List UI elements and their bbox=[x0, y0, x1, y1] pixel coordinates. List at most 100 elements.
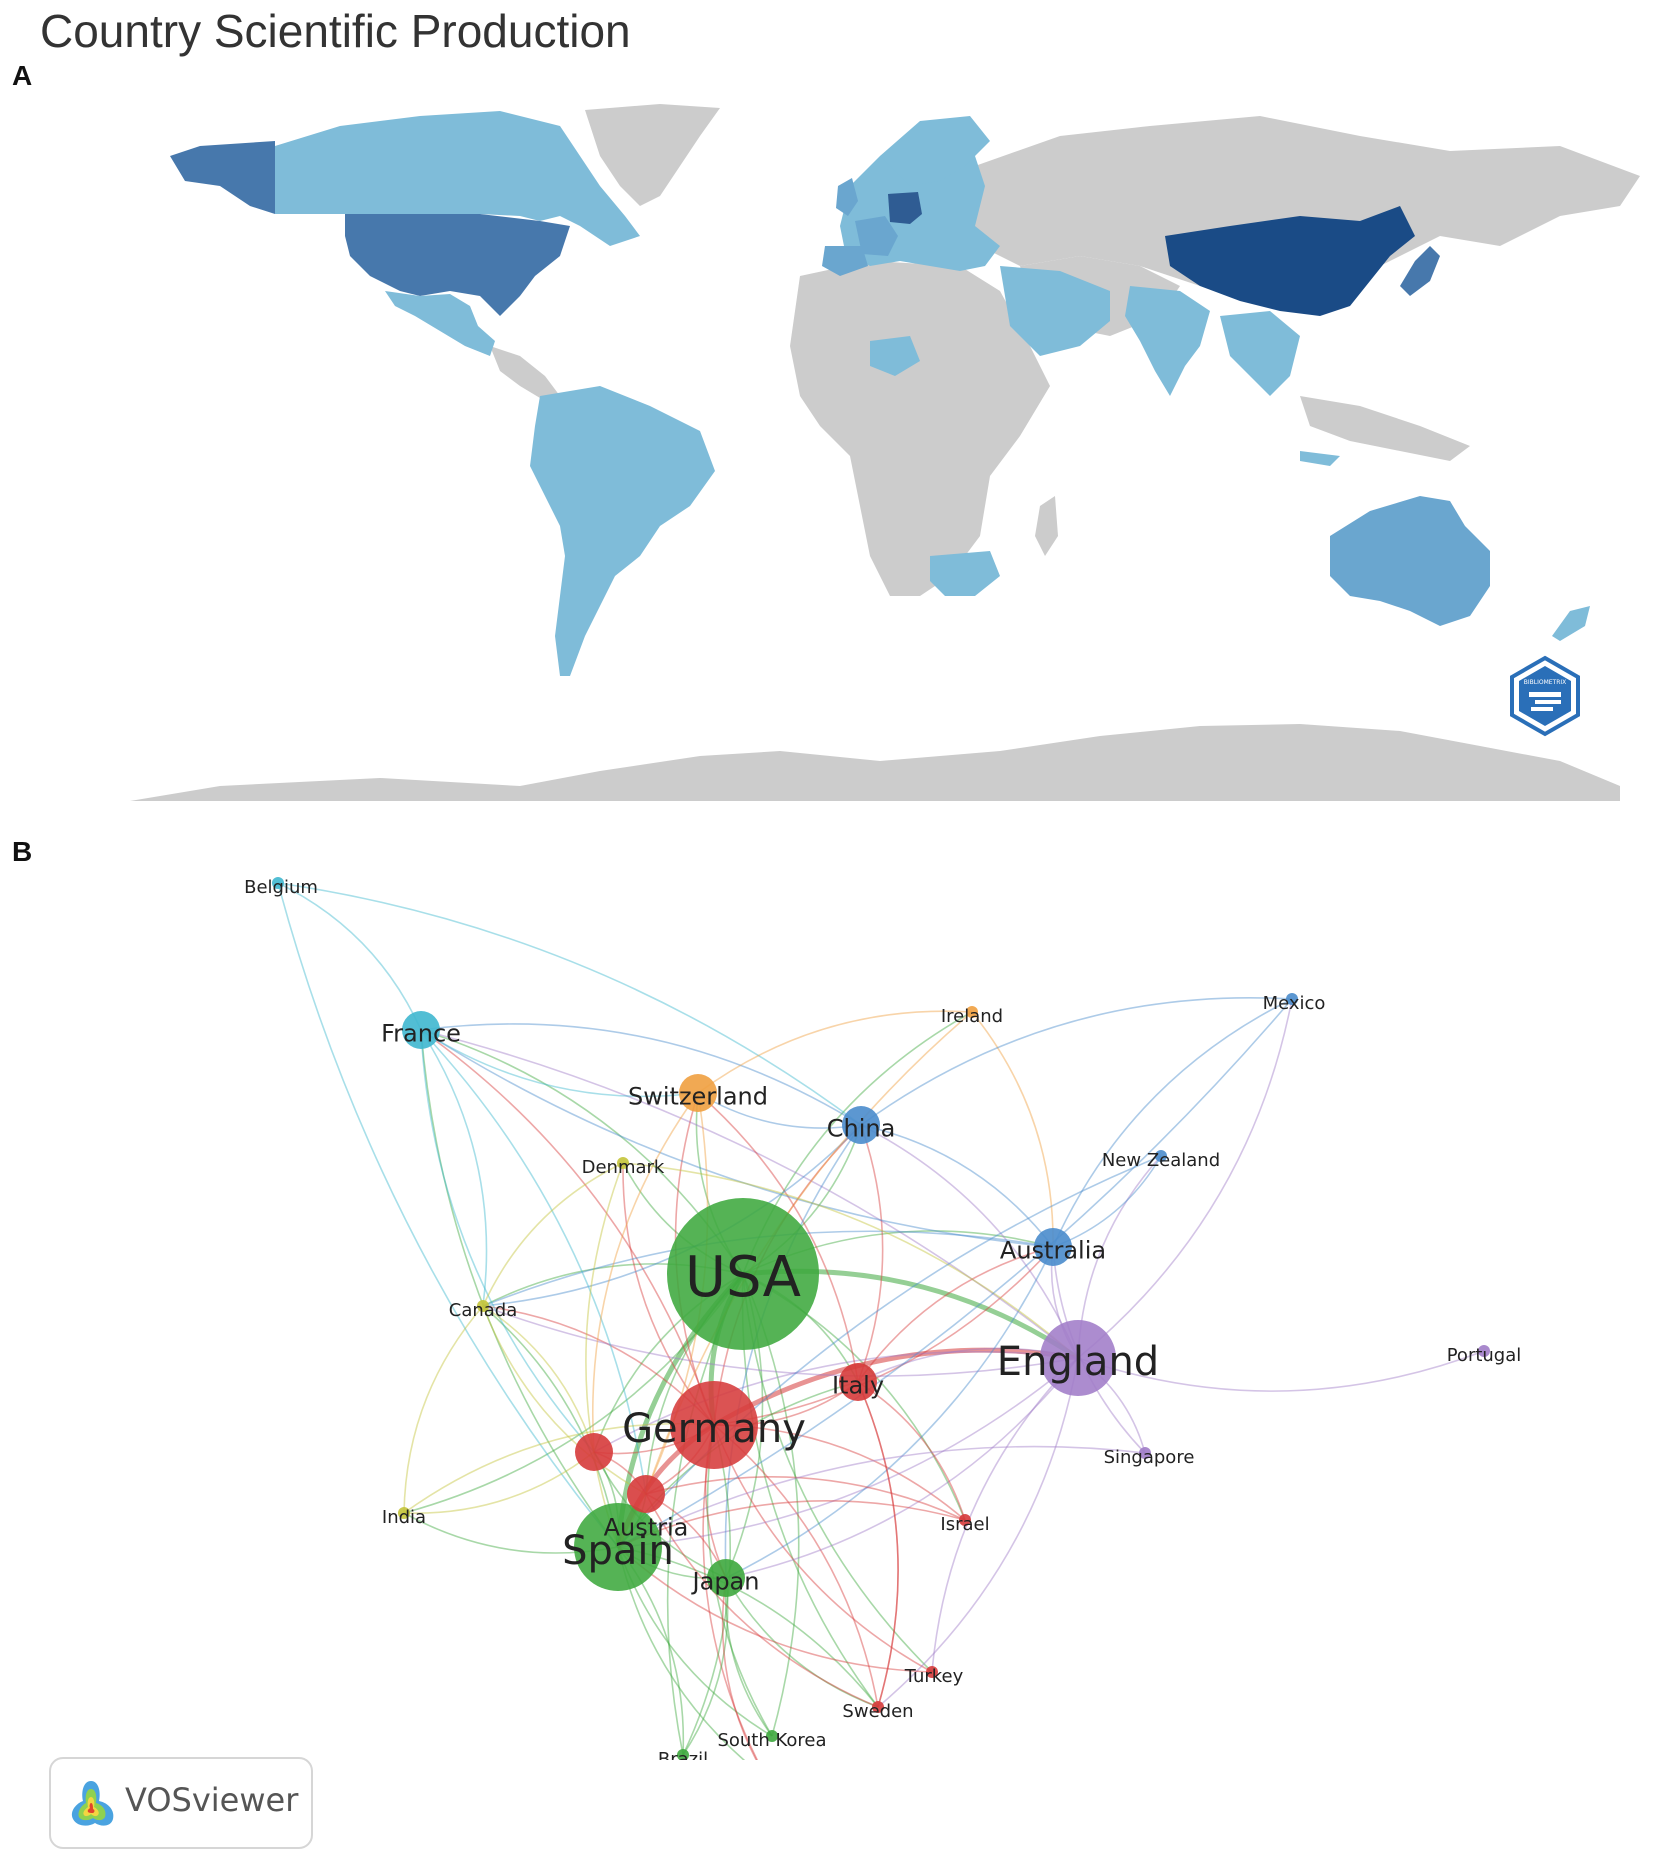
network-node[interactable] bbox=[842, 1106, 880, 1144]
network-link bbox=[713, 1424, 879, 1708]
network-nodes bbox=[272, 877, 1490, 1760]
network-link bbox=[420, 1029, 1079, 1359]
network-link bbox=[482, 1305, 595, 1453]
map-spain bbox=[822, 246, 868, 276]
network-link bbox=[403, 1305, 484, 1514]
network-link bbox=[622, 1162, 1079, 1359]
network-link bbox=[857, 1381, 899, 1708]
network-node[interactable] bbox=[398, 1507, 410, 1519]
map-antarctica bbox=[130, 724, 1620, 801]
network-node[interactable] bbox=[872, 1701, 884, 1713]
network-node[interactable] bbox=[966, 1006, 978, 1018]
map-japan bbox=[1400, 246, 1440, 296]
network-node[interactable] bbox=[959, 1514, 971, 1526]
network-node[interactable] bbox=[679, 1074, 717, 1112]
network-link bbox=[617, 998, 1293, 1548]
network-link bbox=[277, 882, 619, 1548]
network-node[interactable] bbox=[707, 1559, 745, 1597]
map-indonesia bbox=[1300, 451, 1340, 466]
network-node[interactable] bbox=[667, 1198, 819, 1350]
network-node[interactable] bbox=[272, 877, 284, 889]
network-node-label: France bbox=[381, 1020, 461, 1048]
network-link bbox=[617, 1445, 1146, 1548]
map-india bbox=[1125, 286, 1210, 396]
network-node[interactable] bbox=[670, 1381, 758, 1469]
network-link bbox=[617, 1155, 1162, 1548]
network-node[interactable] bbox=[627, 1475, 665, 1513]
map-se-asia-mainland bbox=[1220, 311, 1300, 396]
network-link bbox=[713, 1246, 1054, 1426]
map-uk bbox=[836, 178, 858, 216]
network-node[interactable] bbox=[1139, 1447, 1151, 1459]
network-link bbox=[860, 1124, 1079, 1359]
map-africa bbox=[790, 261, 1050, 596]
map-china bbox=[1165, 206, 1415, 316]
map-scandinavia bbox=[880, 116, 990, 186]
network-node[interactable] bbox=[926, 1666, 938, 1678]
network-node-label: Japan bbox=[691, 1568, 760, 1596]
map-france bbox=[855, 216, 898, 256]
network-node[interactable] bbox=[574, 1503, 662, 1591]
network-link bbox=[931, 1357, 1079, 1673]
network-node[interactable] bbox=[1155, 1150, 1167, 1162]
network-node[interactable] bbox=[402, 1011, 440, 1049]
network-node-label: Canada bbox=[449, 1300, 518, 1321]
network-link bbox=[697, 1010, 973, 1094]
network-link bbox=[420, 1029, 595, 1453]
network-link bbox=[585, 1162, 624, 1548]
network-link bbox=[697, 1092, 859, 1383]
map-nigeria bbox=[870, 336, 920, 376]
network-link bbox=[277, 882, 862, 1126]
network-node-label: Sweden bbox=[842, 1701, 913, 1722]
network-node-label: Denmark bbox=[582, 1157, 665, 1178]
network-node-label: Ireland bbox=[941, 1006, 1003, 1027]
network-link bbox=[403, 1451, 595, 1514]
network-link bbox=[857, 1381, 966, 1521]
network-link bbox=[725, 1577, 879, 1708]
network-link bbox=[420, 1029, 647, 1495]
network-node-label: Australia bbox=[1000, 1237, 1106, 1265]
map-russia bbox=[960, 116, 1640, 286]
network-link bbox=[857, 1124, 884, 1383]
network-node-label: Brazil bbox=[658, 1749, 708, 1760]
network-node-label: New Zealand bbox=[1102, 1150, 1220, 1171]
network-node[interactable] bbox=[617, 1157, 629, 1169]
map-south-america bbox=[530, 386, 715, 676]
vosviewer-logo: VOSviewer bbox=[49, 1757, 313, 1849]
map-canada bbox=[275, 111, 640, 246]
panel-a-label: A bbox=[12, 60, 33, 91]
network-node[interactable] bbox=[1478, 1345, 1490, 1357]
network-node[interactable] bbox=[766, 1730, 778, 1742]
network-node-label: Austria bbox=[604, 1514, 689, 1542]
network-links bbox=[277, 882, 1485, 1760]
network-node[interactable] bbox=[839, 1363, 877, 1401]
map-australia bbox=[1330, 496, 1490, 626]
network-link bbox=[591, 1092, 699, 1453]
network-node[interactable] bbox=[1040, 1320, 1116, 1396]
map-madagascar bbox=[1035, 496, 1058, 556]
network-link bbox=[860, 1124, 1054, 1248]
network-node[interactable] bbox=[1286, 993, 1298, 1005]
network-link bbox=[420, 1023, 862, 1126]
network-link bbox=[697, 1092, 862, 1129]
network-node[interactable] bbox=[575, 1433, 613, 1471]
network-link bbox=[403, 1422, 715, 1514]
network-node[interactable] bbox=[677, 1749, 689, 1760]
network-link bbox=[1052, 998, 1293, 1248]
network-link bbox=[725, 1357, 1079, 1579]
network-link bbox=[1077, 998, 1293, 1359]
network-node[interactable] bbox=[1034, 1228, 1072, 1266]
map-new-zealand bbox=[1552, 606, 1590, 641]
page-title: Country Scientific Production bbox=[40, 5, 631, 57]
bibliometrix-badge: BIBLIOMETRIX bbox=[1510, 655, 1580, 737]
vosviewer-icon bbox=[71, 1781, 114, 1826]
network-link bbox=[420, 1029, 488, 1307]
map-alaska bbox=[170, 141, 275, 214]
network-node-label: South Korea bbox=[717, 1730, 826, 1751]
world-map: BIBLIOMETRIX bbox=[130, 104, 1640, 801]
map-usa bbox=[345, 214, 570, 316]
network-node[interactable] bbox=[477, 1300, 489, 1312]
map-south-africa bbox=[930, 551, 1000, 596]
network-node-label: Portugal bbox=[1447, 1345, 1522, 1366]
network-node-label: Spain bbox=[562, 1528, 674, 1574]
